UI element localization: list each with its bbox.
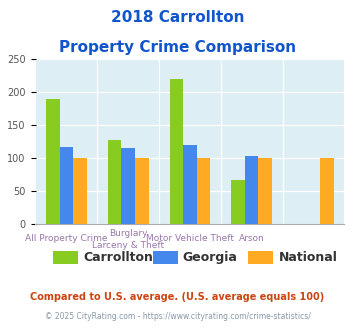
Bar [46,99,60,224]
Text: Property Crime Comparison: Property Crime Comparison [59,40,296,54]
Text: Georgia: Georgia [183,251,238,264]
Bar [258,158,272,224]
Text: 2018 Carrollton: 2018 Carrollton [111,10,244,25]
Bar [60,147,73,224]
Bar [183,145,197,224]
Text: Carrollton: Carrollton [83,251,153,264]
Bar [135,158,148,224]
Bar [320,158,334,224]
Bar [245,156,258,224]
Text: Compared to U.S. average. (U.S. average equals 100): Compared to U.S. average. (U.S. average … [31,292,324,302]
Text: Larceny & Theft: Larceny & Theft [92,241,164,250]
Bar [73,158,87,224]
Bar [170,79,183,224]
Text: All Property Crime: All Property Crime [25,234,108,243]
Bar [108,140,121,224]
Text: © 2025 CityRating.com - https://www.cityrating.com/crime-statistics/: © 2025 CityRating.com - https://www.city… [45,312,310,321]
Text: Arson: Arson [239,234,264,243]
Bar [231,180,245,224]
Bar [121,148,135,224]
Bar [197,158,210,224]
Text: Burglary: Burglary [109,229,147,238]
Text: Motor Vehicle Theft: Motor Vehicle Theft [146,234,234,243]
Text: National: National [279,251,338,264]
